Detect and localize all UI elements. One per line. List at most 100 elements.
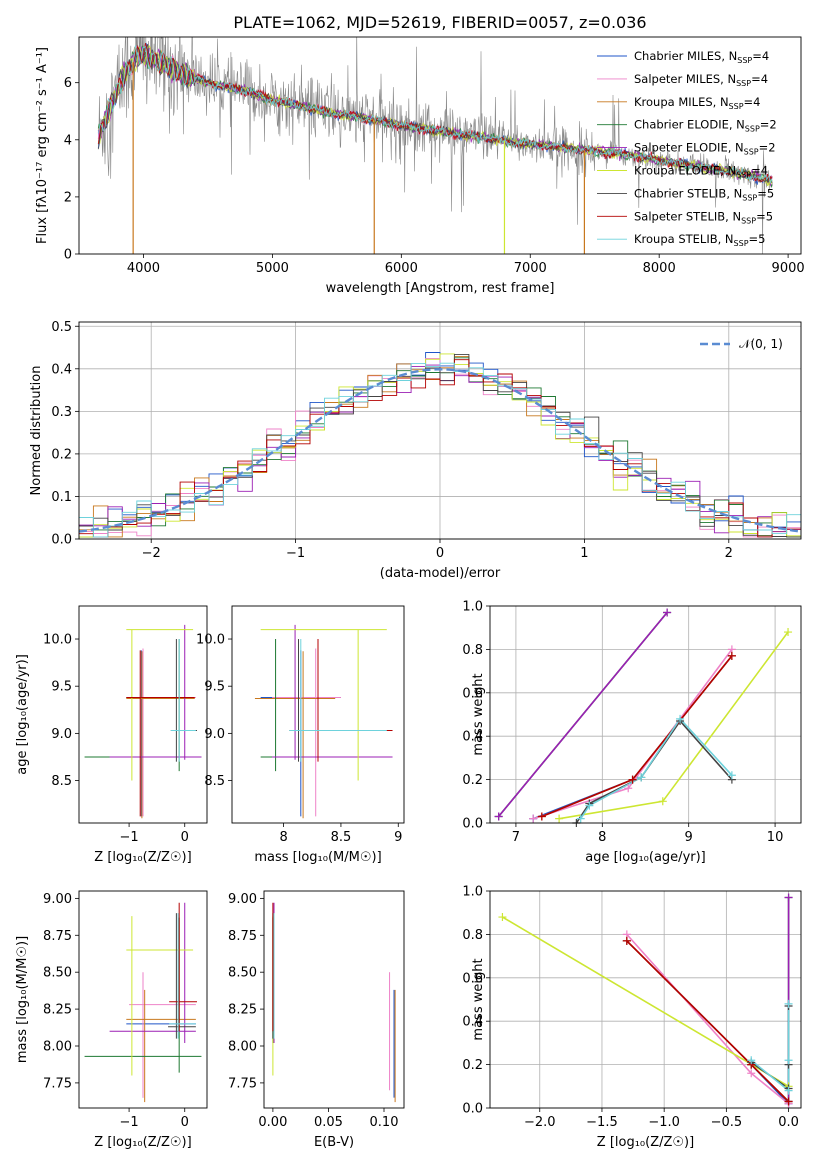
data-point xyxy=(784,1097,793,1106)
histogram-series xyxy=(79,364,801,538)
y-tick-label: 8.50 xyxy=(228,966,257,981)
x-tick-label: 4000 xyxy=(127,261,160,276)
y-tick-label: 10.0 xyxy=(196,633,225,648)
legend-suffix: =2 xyxy=(759,141,776,155)
y-tick-label: 10.0 xyxy=(43,633,72,648)
data-point xyxy=(576,814,585,823)
x-tick-label: 7000 xyxy=(514,261,547,276)
data-point xyxy=(747,1069,756,1078)
y-tick-label: 9.00 xyxy=(228,892,257,907)
weight-series xyxy=(558,631,789,820)
y-tick-label: 8.75 xyxy=(228,929,257,944)
data-point xyxy=(658,797,667,806)
x-tick-label: 5000 xyxy=(256,261,289,276)
panel-mass_vs_Z: −1 0 7.75 8.00 8.25 8.50 8.75 9.00 Z [log₁₀(Z/Z☉… xyxy=(15,890,208,1150)
data-point xyxy=(555,814,564,823)
y-tick-label: 9.5 xyxy=(204,680,225,695)
x-tick-label: −1.5 xyxy=(586,1115,618,1130)
y-tick-label: 0.5 xyxy=(51,320,72,335)
legend-suffix: =5 xyxy=(757,186,774,200)
y-tick-label: 1.0 xyxy=(462,600,483,615)
x-tick-label: −2.0 xyxy=(524,1115,556,1130)
histogram-series xyxy=(79,359,801,538)
weight-series xyxy=(532,648,733,820)
data-point xyxy=(628,775,637,784)
x-tick-label: 0.0 xyxy=(778,1115,799,1130)
x-axis-label: Z [log₁₀(Z/Z☉)] xyxy=(94,850,191,865)
data-point xyxy=(585,801,594,810)
observed-spectrum xyxy=(98,37,773,254)
legend-label: Salpeter ELODIE, NSSP=2 xyxy=(634,141,776,157)
axes-frame xyxy=(489,890,802,1109)
y-tick-label: 8.25 xyxy=(228,1003,257,1018)
legend-subscript: SSP xyxy=(729,102,744,111)
legend-suffix: =4 xyxy=(751,72,768,86)
data-point xyxy=(663,608,672,617)
y-tick-label: 9.0 xyxy=(204,727,225,742)
histogram-series xyxy=(79,353,801,538)
data-point xyxy=(784,999,793,1008)
data-point xyxy=(784,893,793,902)
plot-area xyxy=(84,902,202,1103)
legend-label: Kroupa ELODIE, NSSP=4 xyxy=(634,164,768,180)
y-tick-label: 0 xyxy=(64,248,72,263)
x-axis-label: E(B-V) xyxy=(314,1135,354,1150)
axes-frame xyxy=(489,605,802,824)
x-tick-label: 6000 xyxy=(385,261,418,276)
y-axis-label: mass weight xyxy=(471,958,486,1040)
y-tick-label: 0.2 xyxy=(462,773,483,788)
y-axis-label: mass weight xyxy=(471,673,486,755)
y-tick-label: 1.0 xyxy=(462,885,483,900)
x-tick-label: 0 xyxy=(436,546,444,561)
panel-weight_vs_age: 7 8 9 10 0.0 0.2 0.4 0.6 0.8 1.0 age [log₁₀(age/yr… xyxy=(462,600,802,865)
panel-residuals: −2 −1 0 1 2 0.0 0.1 0.2 0.3 0.4 0.5 (data-model)/er… xyxy=(29,320,802,581)
weight-series xyxy=(497,611,668,818)
histogram-series xyxy=(79,362,801,538)
data-point xyxy=(622,936,631,945)
y-tick-label: 0.0 xyxy=(462,817,483,832)
legend-subscript: SSP xyxy=(742,193,757,202)
legend-subscript: SSP xyxy=(745,125,760,134)
x-tick-label: 8.5 xyxy=(331,830,352,845)
y-tick-label: 8.00 xyxy=(43,1040,72,1055)
data-point xyxy=(727,771,736,780)
histogram-series xyxy=(79,356,801,538)
legend-subscript: SSP xyxy=(736,79,751,88)
data-point xyxy=(537,812,546,821)
x-tick-label: 9 xyxy=(685,830,693,845)
data-point xyxy=(529,814,538,823)
normal-curve xyxy=(79,368,799,533)
data-point xyxy=(784,1086,793,1095)
x-axis-label: Z [log₁₀(Z/Z☉)] xyxy=(597,1135,694,1150)
y-axis-label: mass [log₁₀(M/M☉)] xyxy=(15,936,30,1063)
data-point xyxy=(747,1056,756,1065)
x-tick-label: 0 xyxy=(181,830,189,845)
y-tick-label: 6 xyxy=(64,76,72,91)
y-tick-label: 0.6 xyxy=(462,971,483,986)
legend-suffix: =4 xyxy=(744,95,761,109)
weight-series xyxy=(501,916,790,1087)
data-point xyxy=(494,812,503,821)
x-tick-label: 8000 xyxy=(643,261,676,276)
y-tick-label: 0.4 xyxy=(462,1015,483,1030)
y-tick-label: 0.2 xyxy=(51,447,72,462)
y-tick-label: 0.3 xyxy=(51,405,72,420)
x-axis-label: age [log₁₀(age/yr)] xyxy=(585,850,706,865)
y-tick-label: 0.0 xyxy=(462,1102,483,1117)
legend-label: Chabrier STELIB, NSSP=5 xyxy=(634,186,774,202)
y-tick-label: 8.5 xyxy=(51,774,72,789)
y-tick-label: 8.5 xyxy=(204,774,225,789)
x-tick-label: 10 xyxy=(767,830,784,845)
x-axis-label: (data-model)/error xyxy=(380,566,501,581)
legend-label: 𝒩(0, 1) xyxy=(739,337,783,351)
legend-suffix: =5 xyxy=(749,232,766,246)
data-point xyxy=(637,773,646,782)
plot-area xyxy=(84,624,202,819)
y-tick-label: 4 xyxy=(64,133,72,148)
y-axis-label: age [log₁₀(age/yr)] xyxy=(15,654,30,775)
legend-label: Chabrier MILES, NSSP=4 xyxy=(634,49,769,65)
plot-area xyxy=(97,37,773,254)
x-tick-label: −1 xyxy=(120,830,139,845)
figure-title: PLATE=1062, MJD=52619, FIBERID=0057, z=0… xyxy=(233,13,646,32)
